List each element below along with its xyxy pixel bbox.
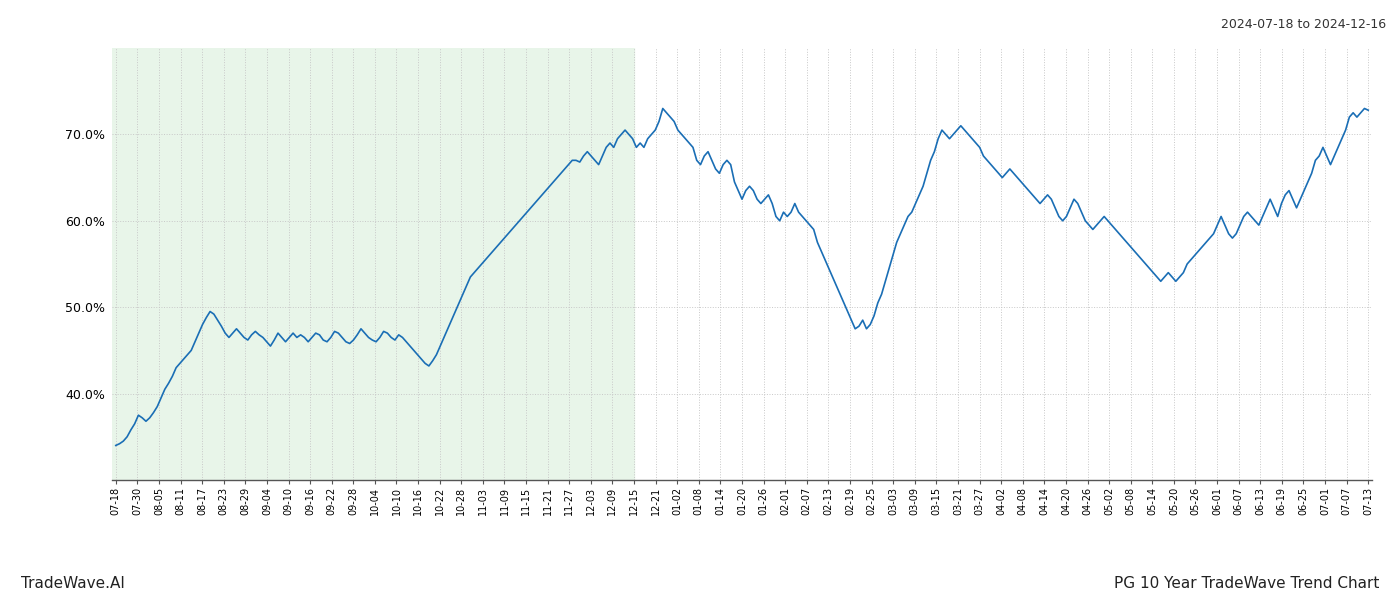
- Text: PG 10 Year TradeWave Trend Chart: PG 10 Year TradeWave Trend Chart: [1113, 576, 1379, 591]
- Text: 2024-07-18 to 2024-12-16: 2024-07-18 to 2024-12-16: [1221, 18, 1386, 31]
- Bar: [112, 48, 634, 480]
- Text: TradeWave.AI: TradeWave.AI: [21, 576, 125, 591]
